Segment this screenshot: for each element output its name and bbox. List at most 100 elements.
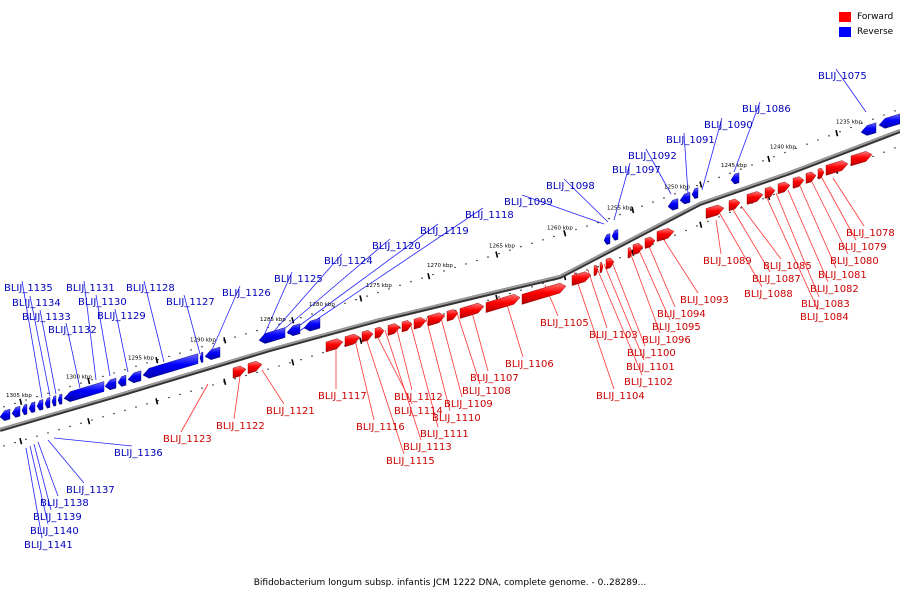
scale-dot (806, 143, 808, 145)
scale-label: 1305 kbp (6, 393, 32, 399)
scale-major-tick (87, 377, 91, 385)
scale-dot (707, 220, 709, 223)
scale-dot (718, 176, 720, 179)
forward-gene-arrow (632, 242, 644, 256)
scale-major-tick (699, 221, 703, 228)
scale-dot (300, 316, 302, 319)
reverse-gene-arrow (11, 405, 21, 418)
reverse-gene-label: BLIJ_1092 (628, 151, 677, 162)
scale-dot (190, 390, 192, 392)
scale-dot (146, 362, 148, 364)
scale-dot (443, 313, 445, 315)
forward-gene-arrow (764, 186, 776, 199)
scale-dot (168, 396, 170, 399)
scale-label: 1245 kbp (721, 163, 747, 169)
forward-gene-label: BLIJ_1096 (642, 335, 691, 346)
scale-dot (344, 302, 346, 304)
forward-gene-label: BLIJ_1113 (403, 442, 452, 453)
scale-dot (311, 355, 313, 357)
scale-dot (113, 412, 115, 415)
reverse-gene-arrow (204, 346, 221, 360)
forward-gene-label: BLIJ_1084 (800, 312, 849, 323)
forward-gene-label: BLIJ_1115 (386, 456, 435, 467)
leader-line (718, 211, 763, 288)
scale-dot (36, 435, 38, 437)
scale-major-tick (359, 337, 363, 344)
scale-dot (707, 180, 709, 183)
reverse-gene-arrow (730, 172, 740, 185)
reverse-gene-arrow (104, 377, 117, 391)
leader-line (25, 447, 43, 539)
genome-axis (0, 129, 900, 432)
scale-dot (674, 193, 676, 195)
scale-major-tick (223, 337, 227, 344)
scale-major-tick (223, 378, 227, 385)
scale-major-tick (631, 206, 635, 214)
forward-gene-label: BLIJ_1087 (752, 274, 801, 285)
leader-line (683, 132, 689, 195)
scale-dot (135, 365, 137, 367)
forward-gene-label: BLIJ_1104 (596, 391, 645, 402)
reverse-gene-arrow (878, 113, 900, 129)
scale-dot (25, 438, 27, 441)
scale-dot (773, 193, 775, 196)
scale-major-tick (359, 295, 363, 302)
leader-line (83, 280, 97, 381)
reverse-gene-label: BLIJ_1133 (22, 312, 71, 323)
forward-gene-arrow (374, 326, 385, 339)
leader-line (395, 325, 413, 391)
leader-line (439, 313, 463, 398)
scale-dot (399, 284, 401, 287)
forward-gene-arrow (485, 294, 521, 313)
scale-label: 1290 kbp (190, 337, 216, 343)
reverse-gene-arrow (142, 353, 199, 379)
scale-dot (3, 445, 5, 447)
forward-gene-label: BLIJ_1094 (657, 309, 706, 320)
forward-gene-label: BLIJ_1080 (830, 256, 879, 267)
legend-forward: Forward (839, 9, 893, 24)
leader-line (663, 239, 699, 294)
reverse-gene-label: BLIJ_1090 (704, 120, 753, 131)
scale-dot (509, 292, 511, 295)
leader-line (645, 148, 672, 195)
leader-line (811, 181, 849, 255)
scale-dot (861, 122, 863, 125)
leader-line (297, 207, 484, 333)
scale-dot (102, 375, 104, 378)
reverse-gene-arrow (36, 399, 44, 411)
scale-dot (212, 384, 214, 386)
scale-label: 1295 kbp (128, 356, 154, 362)
leader-line (233, 375, 241, 420)
reverse-gene-label: BLIJ_1136 (114, 448, 163, 459)
scale-dot (729, 172, 731, 174)
scale-dot (542, 239, 544, 241)
scale-dot (498, 296, 500, 298)
scale-dot (245, 374, 247, 377)
scale-dot (421, 277, 423, 279)
scale-dot (894, 147, 896, 149)
scale-dot (289, 362, 291, 364)
forward-gene-arrow (325, 338, 344, 353)
scale-dot (322, 351, 324, 354)
forward-gene-arrow (593, 264, 599, 277)
scale-dot (14, 402, 16, 405)
leader-line (765, 195, 819, 311)
scale-dot (894, 110, 896, 112)
scale-major-tick (155, 398, 159, 405)
forward-gene-arrow (344, 333, 361, 348)
forward-gene-arrow (805, 171, 817, 184)
scale-dot (619, 257, 621, 259)
scale-dot (828, 135, 830, 137)
scale-dot (212, 342, 214, 345)
forward-gene-arrow (459, 302, 485, 319)
scale-dot (685, 229, 687, 232)
forward-gene-arrow (387, 323, 401, 336)
scale-dot (47, 432, 49, 434)
forward-gene-arrow (571, 271, 592, 286)
scale-dot (388, 288, 390, 290)
scale-dot (311, 313, 313, 315)
reverse-gene-label: BLIJ_1129 (97, 311, 146, 322)
scale-dot (80, 382, 82, 384)
leader-line (425, 317, 451, 412)
forward-gene-label: BLIJ_1088 (744, 289, 793, 300)
